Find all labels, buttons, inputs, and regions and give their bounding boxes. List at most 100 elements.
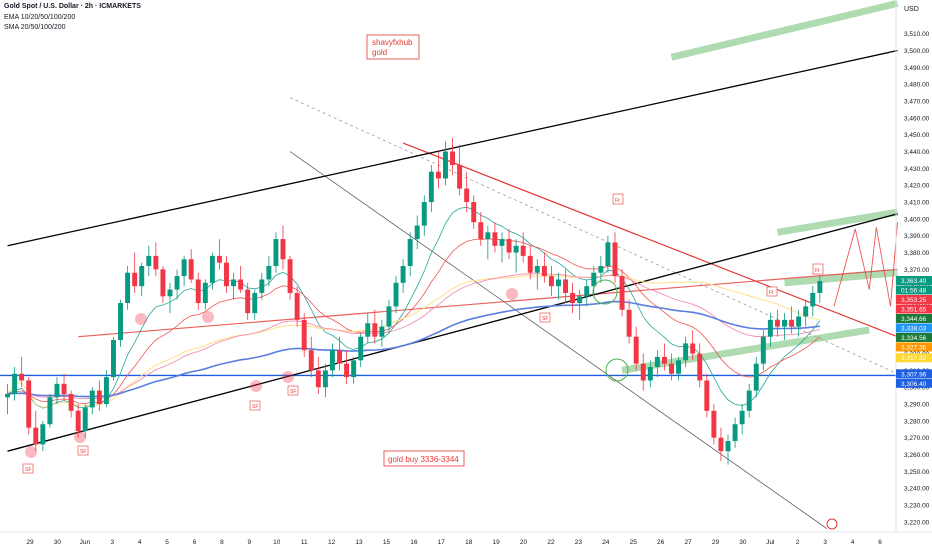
- sma-indicator-legend[interactable]: SMA 20/50/100/200: [4, 24, 66, 31]
- price-tick-label: 3,500.00: [904, 48, 930, 55]
- candle-body: [33, 427, 39, 445]
- candle: [160, 266, 166, 304]
- candle: [337, 336, 342, 371]
- candle: [598, 255, 604, 283]
- candle: [379, 319, 385, 347]
- price-label: 3,317.52: [896, 353, 932, 363]
- candle-body: [287, 259, 293, 293]
- candle-body: [584, 286, 590, 297]
- candle: [527, 245, 533, 280]
- author-box[interactable]: [366, 34, 420, 60]
- candle: [111, 336, 116, 381]
- candle-body: [188, 259, 194, 280]
- price-tick-label: 3,280.00: [904, 418, 930, 425]
- time-tick-label: 9: [248, 539, 252, 546]
- candle-body: [351, 360, 357, 378]
- price-tick-label: 3,290.00: [904, 402, 930, 409]
- price-label-text: 3,334.56: [901, 335, 927, 342]
- candle-body: [711, 410, 717, 438]
- candle-body: [202, 282, 208, 304]
- candle-body: [435, 171, 441, 179]
- price-label-bg: [896, 378, 932, 388]
- candle-body: [19, 373, 25, 381]
- candle-body: [231, 279, 237, 287]
- price-tick-label: 3,380.00: [904, 250, 930, 257]
- sf-circle-2: [74, 431, 86, 443]
- candle: [188, 249, 194, 283]
- candle: [12, 367, 18, 401]
- time-tick-label: 23: [575, 539, 583, 546]
- candle: [640, 353, 646, 391]
- candle-body: [676, 360, 682, 374]
- ft-marker-box: [612, 193, 624, 205]
- candle-body: [174, 276, 180, 290]
- candle: [365, 313, 371, 344]
- candle-body: [259, 279, 265, 293]
- time-tick-label: 10: [273, 539, 281, 546]
- time-tick-label: 30: [54, 539, 62, 546]
- candle-body: [146, 255, 152, 266]
- price-label-bg: [896, 304, 932, 314]
- candle-body: [238, 279, 244, 290]
- ema-indicator-legend[interactable]: EMA 10/20/50/100/200: [4, 14, 76, 21]
- candle-body: [294, 292, 300, 320]
- candle-body: [89, 390, 95, 408]
- flat-red-trendline: [78, 268, 898, 338]
- price-label: 3,353.25: [896, 294, 932, 304]
- candle: [33, 410, 39, 452]
- candle: [280, 225, 286, 270]
- price-tick-label: 3,240.00: [904, 486, 930, 493]
- price-label: 3,344.66: [896, 313, 932, 323]
- candle: [746, 383, 752, 418]
- trade-note: gold buy 3336-3344: [388, 455, 459, 464]
- sf-circle-4: [202, 311, 214, 323]
- symbol-title[interactable]: Gold Spot / U.S. Dollar · 2h · ICMARKETS: [4, 3, 141, 10]
- candle-body: [47, 397, 53, 425]
- candle: [393, 276, 399, 314]
- candle: [414, 215, 420, 250]
- candle-body: [647, 367, 653, 381]
- candle: [238, 266, 244, 293]
- price-label-text: 3,307.96: [901, 371, 927, 378]
- candle-body: [308, 350, 314, 371]
- trade-note-box[interactable]: [383, 450, 465, 467]
- price-label-bg: [896, 294, 932, 304]
- currency-label[interactable]: USD: [904, 6, 919, 13]
- price-tick-label: 3,440.00: [904, 149, 930, 156]
- price-tick-label: 3,430.00: [904, 166, 930, 173]
- candle: [782, 313, 787, 341]
- candle: [697, 343, 703, 388]
- candle: [273, 232, 279, 273]
- candle-body: [810, 292, 816, 307]
- candle: [457, 144, 463, 196]
- candle: [195, 272, 201, 310]
- candle: [796, 309, 802, 337]
- price-label: 3,351.65: [896, 304, 932, 314]
- ft-marker-3: Ft: [815, 268, 820, 274]
- candle-body: [96, 390, 102, 405]
- candle: [231, 272, 237, 300]
- candle-body: [118, 303, 124, 341]
- candle: [541, 252, 547, 283]
- candle-body: [789, 319, 795, 327]
- candle: [358, 333, 364, 368]
- candle: [89, 387, 95, 415]
- time-tick-label: 16: [410, 539, 418, 546]
- candle-body: [132, 272, 138, 287]
- candle: [68, 390, 74, 418]
- alert-icon[interactable]: [826, 518, 838, 530]
- candle: [386, 299, 392, 334]
- candle: [760, 329, 766, 371]
- candle-body: [61, 383, 67, 394]
- time-tick-label: 13: [355, 539, 363, 546]
- sf-circle-6: [282, 371, 294, 383]
- candle-body: [400, 266, 406, 283]
- time-axis[interactable]: 29 30 Jun 3 4 5 6 8 9 10 11 12 13 15 16 17 18 19 20 22 23 24 2…: [0, 531, 932, 546]
- candle-body: [485, 232, 491, 240]
- price-tick-label: 3,470.00: [904, 99, 930, 106]
- sf-marker-box-5: [539, 312, 551, 323]
- candle: [464, 171, 470, 213]
- price-tick-label: 3,390.00: [904, 233, 930, 240]
